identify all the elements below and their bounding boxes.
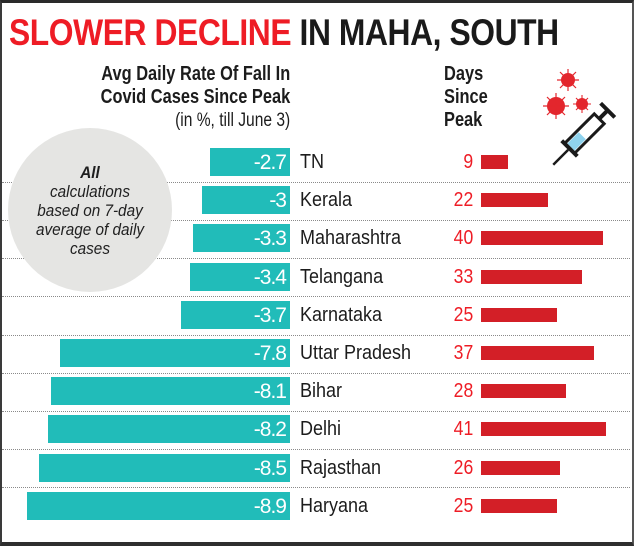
rate-bar: -3.7 (180, 300, 290, 329)
row-divider (2, 181, 630, 183)
days-value-label: 40 (453, 227, 473, 250)
rate-heading-note: (in %, till June 3) (174, 110, 290, 131)
row-divider (2, 334, 630, 336)
row-divider (2, 449, 630, 451)
days-value-label: 28 (453, 380, 473, 403)
callout-line1: All (80, 162, 100, 182)
days-bar (481, 269, 582, 284)
syringe-icon (552, 101, 617, 166)
days-bar (481, 307, 558, 322)
days-bar (481, 346, 594, 360)
virus-syringe-icon (543, 69, 617, 166)
rate-bar: -2.7 (210, 148, 290, 176)
days-axis-heading: Days Since Peak (444, 63, 488, 132)
days-value-label: 41 (453, 418, 473, 441)
rate-bar: -8.5 (39, 453, 290, 482)
callout-line4: average of daily (35, 219, 145, 239)
state-label: Kerala (300, 189, 353, 212)
callout-line2: calculations (50, 181, 130, 201)
state-label: Karnataka (300, 303, 383, 326)
days-bar (481, 422, 607, 437)
row-divider (2, 487, 630, 489)
state-label: Haryana (300, 494, 369, 517)
row-divider (2, 258, 630, 260)
rate-bar: -7.8 (59, 339, 290, 367)
state-label: Delhi (300, 418, 342, 441)
state-label: Bihar (300, 380, 343, 403)
days-bar (481, 460, 561, 475)
note-callout: All calculations based on 7-day average … (8, 128, 172, 292)
rate-bar: -8.9 (27, 491, 290, 520)
rate-bar: -3 (201, 186, 290, 215)
days-bar (481, 498, 558, 513)
state-label: Rajasthan (300, 456, 382, 479)
days-bar (481, 231, 603, 246)
days-value-label: 9 (463, 151, 473, 173)
state-label: Maharashtra (300, 227, 402, 250)
days-heading-line3: Peak (444, 109, 483, 131)
state-label: TN (300, 151, 325, 173)
days-value-label: 25 (453, 494, 473, 517)
title-red-part: SLOWER DECLINE (9, 12, 292, 53)
rate-heading-line2: Covid Cases Since Peak (100, 86, 290, 108)
rate-bar: -8.1 (51, 377, 290, 406)
days-value-label: 22 (453, 189, 473, 212)
title-black-part: IN MAHA, SOUTH (299, 12, 560, 53)
row-divider (2, 410, 630, 412)
chart-title: SLOWER DECLINE IN MAHA, SOUTH (9, 14, 559, 51)
rate-axis-heading: Avg Daily Rate Of Fall In Covid Cases Si… (100, 63, 290, 132)
rate-heading-line1: Avg Daily Rate Of Fall In (101, 63, 290, 85)
days-heading-line2: Since (444, 86, 488, 108)
callout-line3: based on 7-day (37, 200, 143, 220)
days-heading-line1: Days (444, 63, 484, 85)
row-divider (2, 219, 630, 221)
state-label: Telangana (300, 265, 384, 288)
state-label: Uttar Pradesh (300, 342, 412, 364)
days-value-label: 37 (453, 342, 473, 364)
row-divider (2, 296, 630, 298)
virus-icon (543, 69, 591, 119)
days-bar (481, 155, 509, 169)
days-value-label: 33 (453, 265, 473, 288)
days-value-label: 26 (453, 456, 473, 479)
days-bar (481, 384, 567, 399)
row-divider (2, 372, 630, 374)
days-value-label: 25 (453, 303, 473, 326)
rate-bar: -8.2 (48, 415, 290, 444)
rate-bar: -3.4 (189, 262, 290, 291)
rate-bar: -3.3 (192, 224, 290, 253)
callout-line5: cases (70, 238, 110, 258)
days-bar (481, 193, 549, 208)
